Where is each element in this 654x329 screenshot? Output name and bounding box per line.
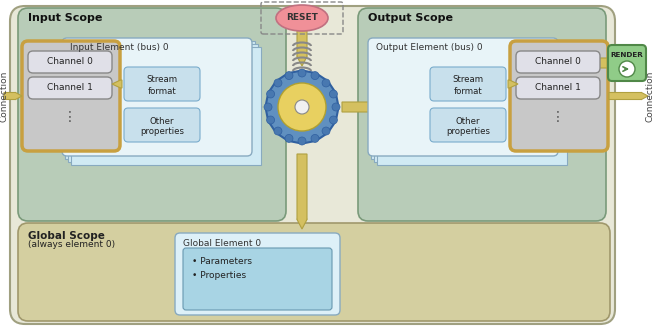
FancyArrow shape: [560, 58, 607, 68]
FancyArrow shape: [200, 102, 262, 112]
FancyBboxPatch shape: [18, 8, 286, 221]
Text: Stream: Stream: [453, 75, 483, 85]
Text: properties: properties: [140, 128, 184, 137]
FancyArrow shape: [112, 80, 122, 88]
Text: Channel 0: Channel 0: [47, 58, 93, 66]
FancyArrow shape: [297, 154, 307, 229]
Text: Global Scope: Global Scope: [28, 231, 105, 241]
FancyBboxPatch shape: [18, 223, 610, 321]
FancyBboxPatch shape: [175, 233, 340, 315]
Circle shape: [274, 79, 282, 87]
Circle shape: [298, 137, 306, 145]
Text: • Properties: • Properties: [192, 271, 246, 280]
Text: format: format: [148, 87, 177, 95]
FancyBboxPatch shape: [430, 67, 506, 101]
Circle shape: [295, 100, 309, 114]
Circle shape: [278, 83, 326, 131]
Circle shape: [264, 103, 272, 111]
Text: properties: properties: [446, 128, 490, 137]
FancyArrow shape: [297, 10, 307, 66]
Text: Channel 1: Channel 1: [535, 84, 581, 92]
Circle shape: [311, 135, 319, 142]
Bar: [71, 47, 261, 165]
FancyBboxPatch shape: [10, 6, 615, 324]
FancyBboxPatch shape: [358, 8, 606, 221]
Circle shape: [619, 61, 635, 77]
Text: ⋮: ⋮: [63, 110, 77, 124]
FancyBboxPatch shape: [368, 38, 558, 156]
Circle shape: [285, 135, 293, 142]
FancyBboxPatch shape: [510, 41, 608, 151]
Text: Channel 0: Channel 0: [535, 58, 581, 66]
Text: Input Element (bus) 0: Input Element (bus) 0: [70, 43, 169, 52]
Text: RESET: RESET: [286, 13, 318, 22]
Text: Channel 1: Channel 1: [47, 84, 93, 92]
FancyArrow shape: [4, 92, 22, 100]
Text: Connection: Connection: [645, 70, 654, 122]
FancyBboxPatch shape: [430, 108, 506, 142]
Ellipse shape: [276, 5, 328, 31]
Circle shape: [330, 90, 337, 98]
FancyArrow shape: [508, 80, 518, 88]
Text: Output Element (bus) 0: Output Element (bus) 0: [376, 43, 483, 52]
Circle shape: [298, 69, 306, 77]
Circle shape: [267, 116, 275, 124]
Bar: [68, 44, 258, 162]
Text: Stream: Stream: [146, 75, 178, 85]
Circle shape: [322, 79, 330, 87]
Text: Connection: Connection: [0, 70, 9, 122]
FancyBboxPatch shape: [608, 45, 646, 81]
Text: Other: Other: [456, 116, 480, 125]
Circle shape: [285, 72, 293, 80]
Bar: [65, 41, 255, 159]
FancyBboxPatch shape: [62, 38, 252, 156]
FancyBboxPatch shape: [28, 51, 112, 73]
FancyBboxPatch shape: [124, 108, 200, 142]
Text: ⋮: ⋮: [551, 110, 565, 124]
Text: RENDER: RENDER: [611, 52, 644, 58]
Bar: [374, 44, 564, 162]
Circle shape: [266, 71, 338, 143]
Circle shape: [311, 72, 319, 80]
Circle shape: [332, 103, 340, 111]
Circle shape: [330, 116, 337, 124]
FancyBboxPatch shape: [516, 77, 600, 99]
Text: Input Scope: Input Scope: [28, 13, 103, 23]
Bar: [377, 47, 567, 165]
Bar: [371, 41, 561, 159]
FancyArrow shape: [342, 102, 428, 112]
FancyBboxPatch shape: [124, 67, 200, 101]
FancyBboxPatch shape: [22, 41, 120, 151]
Text: Global Element 0: Global Element 0: [183, 239, 261, 248]
Circle shape: [274, 127, 282, 135]
FancyBboxPatch shape: [516, 51, 600, 73]
Text: format: format: [454, 87, 483, 95]
Text: (always element 0): (always element 0): [28, 240, 115, 249]
FancyBboxPatch shape: [28, 77, 112, 99]
Circle shape: [267, 90, 275, 98]
Text: • Parameters: • Parameters: [192, 257, 252, 266]
Text: Other: Other: [150, 116, 174, 125]
Circle shape: [322, 127, 330, 135]
Text: Output Scope: Output Scope: [368, 13, 453, 23]
FancyArrow shape: [609, 92, 648, 100]
FancyBboxPatch shape: [183, 248, 332, 310]
Text: DSP: DSP: [288, 13, 315, 26]
